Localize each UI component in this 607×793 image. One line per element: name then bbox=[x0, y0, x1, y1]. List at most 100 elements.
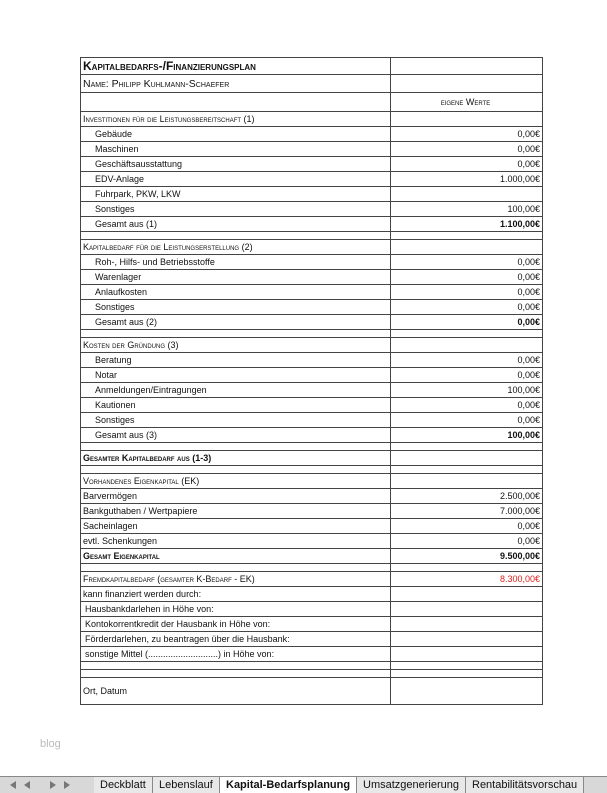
table-row: Kautionen 0,00€ bbox=[80, 398, 543, 413]
row-label: Anlaufkosten bbox=[80, 285, 390, 299]
row-label: Barvermögen bbox=[80, 489, 390, 503]
table-row: Kosten der Gründung (3) bbox=[80, 338, 543, 353]
table-row: Gesamt aus (3) 100,00€ bbox=[80, 428, 543, 443]
table-row bbox=[80, 564, 543, 572]
row-label: Geschäftsausstattung bbox=[80, 157, 390, 171]
table-row: EDV-Anlage 1.000,00€ bbox=[80, 172, 543, 187]
sheet-tab[interactable]: Lebenslauf bbox=[153, 777, 220, 793]
row-label: evtl. Schenkungen bbox=[80, 534, 390, 548]
table-row: Maschinen 0,00€ bbox=[80, 142, 543, 157]
row-value: 2.500,00€ bbox=[390, 489, 543, 503]
row-value bbox=[390, 240, 543, 254]
sheet-tab[interactable]: Rentabilitätsvorschau bbox=[466, 777, 585, 793]
sheet-tab[interactable]: Deckblatt bbox=[94, 777, 153, 793]
row-label: Kapitalbedarfs-/Finanzierungsplan bbox=[80, 58, 390, 74]
sheet-tab[interactable]: Kapital-Bedarfsplanung bbox=[220, 777, 358, 793]
row-value: 0,00€ bbox=[390, 398, 543, 412]
row-label: Kosten der Gründung (3) bbox=[80, 338, 390, 352]
row-label: Sonstiges bbox=[80, 202, 390, 216]
row-value bbox=[390, 338, 543, 352]
row-label: Roh-, Hilfs- und Betriebsstoffe bbox=[80, 255, 390, 269]
row-label bbox=[80, 670, 390, 677]
row-label: Sonstiges bbox=[80, 413, 390, 427]
row-label: Sacheinlagen bbox=[80, 519, 390, 533]
row-value bbox=[390, 443, 543, 450]
row-value bbox=[390, 617, 543, 631]
row-value bbox=[390, 330, 543, 337]
row-label bbox=[80, 232, 390, 239]
row-label: Beratung bbox=[80, 353, 390, 367]
row-label: EDV-Anlage bbox=[80, 172, 390, 186]
row-value: 0,00€ bbox=[390, 157, 543, 171]
row-value bbox=[390, 602, 543, 616]
table-row: eigene Werte bbox=[80, 93, 543, 112]
table-row: Gesamt aus (1) 1.100,00€ bbox=[80, 217, 543, 232]
row-value: eigene Werte bbox=[390, 93, 543, 111]
row-label: Name: Philipp Kuhlmann-Schaefer bbox=[80, 75, 390, 92]
table-row: Anlaufkosten 0,00€ bbox=[80, 285, 543, 300]
row-value: 0,00€ bbox=[390, 519, 543, 533]
row-value: 0,00€ bbox=[390, 534, 543, 548]
row-label: Warenlager bbox=[80, 270, 390, 284]
table-row: Bankguthaben / Wertpapiere 7.000,00€ bbox=[80, 504, 543, 519]
row-label bbox=[80, 443, 390, 450]
table-row: Notar 0,00€ bbox=[80, 368, 543, 383]
table-row: Kapitalbedarf für die Leistungserstellun… bbox=[80, 240, 543, 255]
row-value: 100,00€ bbox=[390, 202, 543, 216]
row-label: Notar bbox=[80, 368, 390, 382]
table-row: Kapitalbedarfs-/Finanzierungsplan bbox=[80, 57, 543, 75]
row-label: Kapitalbedarf für die Leistungserstellun… bbox=[80, 240, 390, 254]
sheet-tab-bar: Deckblatt Lebenslauf Kapital-Bedarfsplanun… bbox=[0, 776, 607, 793]
table-row: Sacheinlagen 0,00€ bbox=[80, 519, 543, 534]
table-row: Beratung 0,00€ bbox=[80, 353, 543, 368]
row-value: 100,00€ bbox=[390, 428, 543, 442]
row-value: 1.100,00€ bbox=[390, 217, 543, 231]
row-value: 8.300,00€ bbox=[390, 572, 543, 586]
row-label bbox=[80, 662, 390, 669]
row-value bbox=[390, 632, 543, 646]
row-label: Gesamt aus (2) bbox=[80, 315, 390, 329]
table-row: Name: Philipp Kuhlmann-Schaefer bbox=[80, 75, 543, 93]
row-value bbox=[390, 564, 543, 571]
row-value: 100,00€ bbox=[390, 383, 543, 397]
table-row: Gebäude 0,00€ bbox=[80, 127, 543, 142]
table-row: Roh-, Hilfs- und Betriebsstoffe 0,00€ bbox=[80, 255, 543, 270]
row-label: Gesamt aus (3) bbox=[80, 428, 390, 442]
row-label: Ort, Datum bbox=[80, 678, 390, 704]
row-value: 0,00€ bbox=[390, 270, 543, 284]
table-row: Gesamt aus (2) 0,00€ bbox=[80, 315, 543, 330]
row-value: 0,00€ bbox=[390, 255, 543, 269]
table-row: Warenlager 0,00€ bbox=[80, 270, 543, 285]
tab-navigation[interactable] bbox=[0, 777, 80, 793]
table-row bbox=[80, 662, 543, 670]
row-value: 0,00€ bbox=[390, 285, 543, 299]
row-label: Anmeldungen/Eintragungen bbox=[80, 383, 390, 397]
row-label: Gesamt Eigenkapital bbox=[80, 549, 390, 563]
row-label: Fuhrpark, PKW, LKW bbox=[80, 187, 390, 201]
table-row: kann finanziert werden durch: bbox=[80, 587, 543, 602]
row-label: Gesamt aus (1) bbox=[80, 217, 390, 231]
row-label bbox=[80, 466, 390, 473]
row-label bbox=[80, 330, 390, 337]
row-value bbox=[390, 75, 543, 92]
row-label: Förderdarlehen, zu beantragen über die H… bbox=[80, 632, 390, 646]
table-row bbox=[80, 443, 543, 451]
row-label: Bankguthaben / Wertpapiere bbox=[80, 504, 390, 518]
row-value bbox=[390, 187, 543, 201]
table-row: Hausbankdarlehen in Höhe von: bbox=[80, 602, 543, 617]
table-row: Sonstiges 100,00€ bbox=[80, 202, 543, 217]
row-value: 0,00€ bbox=[390, 368, 543, 382]
sheet-tab[interactable]: Umsatzgenerierung bbox=[357, 777, 466, 793]
row-value: 0,00€ bbox=[390, 353, 543, 367]
table-row bbox=[80, 670, 543, 678]
row-label: Kontokorrentkredit der Hausbank in Höhe … bbox=[80, 617, 390, 631]
row-value: 1.000,00€ bbox=[390, 172, 543, 186]
table-row: Sonstiges 0,00€ bbox=[80, 413, 543, 428]
table-row: Gesamt Eigenkapital 9.500,00€ bbox=[80, 549, 543, 564]
row-label: Kautionen bbox=[80, 398, 390, 412]
table-row bbox=[80, 232, 543, 240]
table-row bbox=[80, 466, 543, 474]
table-row: Sonstiges 0,00€ bbox=[80, 300, 543, 315]
row-value bbox=[390, 451, 543, 465]
